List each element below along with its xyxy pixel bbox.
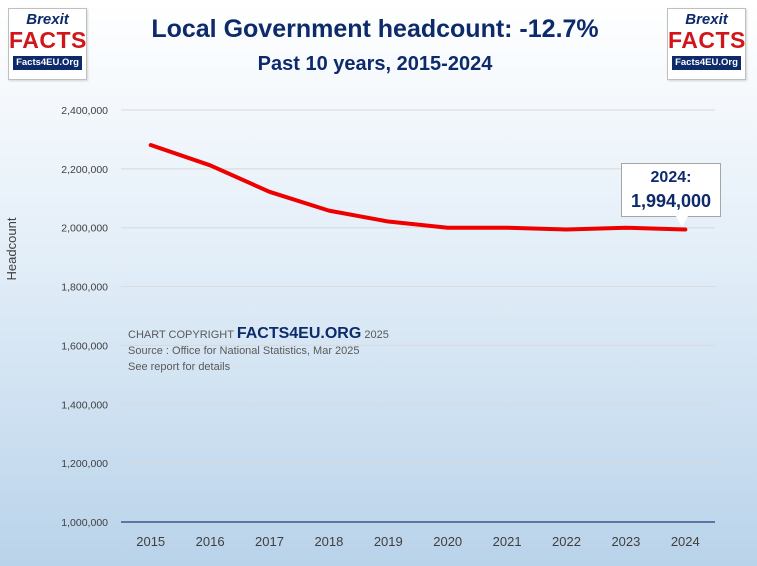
y-tick-label: 1,800,000 xyxy=(61,282,108,294)
x-tick-label: 2018 xyxy=(314,534,343,549)
copyright-block: CHART COPYRIGHT FACTS4EU.ORG 2025 Source… xyxy=(128,326,389,375)
callout-value: 1,994,000 xyxy=(630,191,712,211)
x-tick-label: 2020 xyxy=(433,534,462,549)
callout-pointer xyxy=(676,216,688,227)
copyright-brand: FACTS4EU.ORG xyxy=(236,325,362,342)
data-point xyxy=(565,227,568,231)
report-note: See report for details xyxy=(128,361,231,373)
logo-site-text: Facts4EU.Org xyxy=(13,56,82,70)
y-tick-label: 2,000,000 xyxy=(61,223,108,235)
data-point xyxy=(149,143,153,147)
y-tick-label: 2,200,000 xyxy=(61,164,108,176)
data-point xyxy=(683,227,687,231)
logo-facts-text: FACTS xyxy=(9,27,87,53)
data-point xyxy=(386,220,390,224)
x-tick-label: 2019 xyxy=(374,534,403,549)
y-tick-label: 1,200,000 xyxy=(61,458,108,470)
data-point xyxy=(208,163,212,167)
data-point xyxy=(327,209,331,213)
chart-subtitle: Past 10 years, 2015-2024 xyxy=(257,53,493,75)
x-tick-label: 2023 xyxy=(611,534,640,549)
brexit-facts-logo-left: Brexit FACTS Facts4EU.Org xyxy=(8,8,87,80)
x-tick-label: 2021 xyxy=(493,534,522,549)
callout-label: 2024: xyxy=(650,169,692,186)
copyright-line: CHART COPYRIGHT FACTS4EU.ORG 2025 xyxy=(128,326,389,343)
logo-facts-text: FACTS xyxy=(668,27,746,53)
x-tick-label: 2015 xyxy=(136,534,165,549)
source-text: Source : Office for National Statistics,… xyxy=(128,345,360,357)
y-tick-label: 2,400,000 xyxy=(61,105,108,117)
data-point xyxy=(268,190,271,194)
x-tick-label: 2016 xyxy=(196,534,225,549)
logo-site-text: Facts4EU.Org xyxy=(672,56,741,70)
x-tick-label: 2022 xyxy=(552,534,581,549)
value-callout: 2024: 1,994,000 xyxy=(621,163,721,217)
y-tick-label: 1,600,000 xyxy=(61,340,108,352)
logo-brexit-text: Brexit xyxy=(26,11,69,28)
data-point xyxy=(624,226,628,230)
y-tick-label: 1,400,000 xyxy=(61,399,108,411)
x-tick-label: 2024 xyxy=(671,534,700,549)
brexit-facts-logo-right: Brexit FACTS Facts4EU.Org xyxy=(667,8,746,80)
series-line xyxy=(148,143,688,232)
data-point xyxy=(505,226,509,230)
chart-title: Local Government headcount: -12.7% xyxy=(151,15,599,43)
copyright-year: 2025 xyxy=(364,329,389,341)
logo-brexit-text: Brexit xyxy=(685,11,728,28)
copyright-prefix: CHART COPYRIGHT xyxy=(128,329,234,341)
x-tick-label: 2017 xyxy=(255,534,284,549)
y-tick-label: 1,000,000 xyxy=(61,517,108,529)
data-point xyxy=(446,226,450,230)
